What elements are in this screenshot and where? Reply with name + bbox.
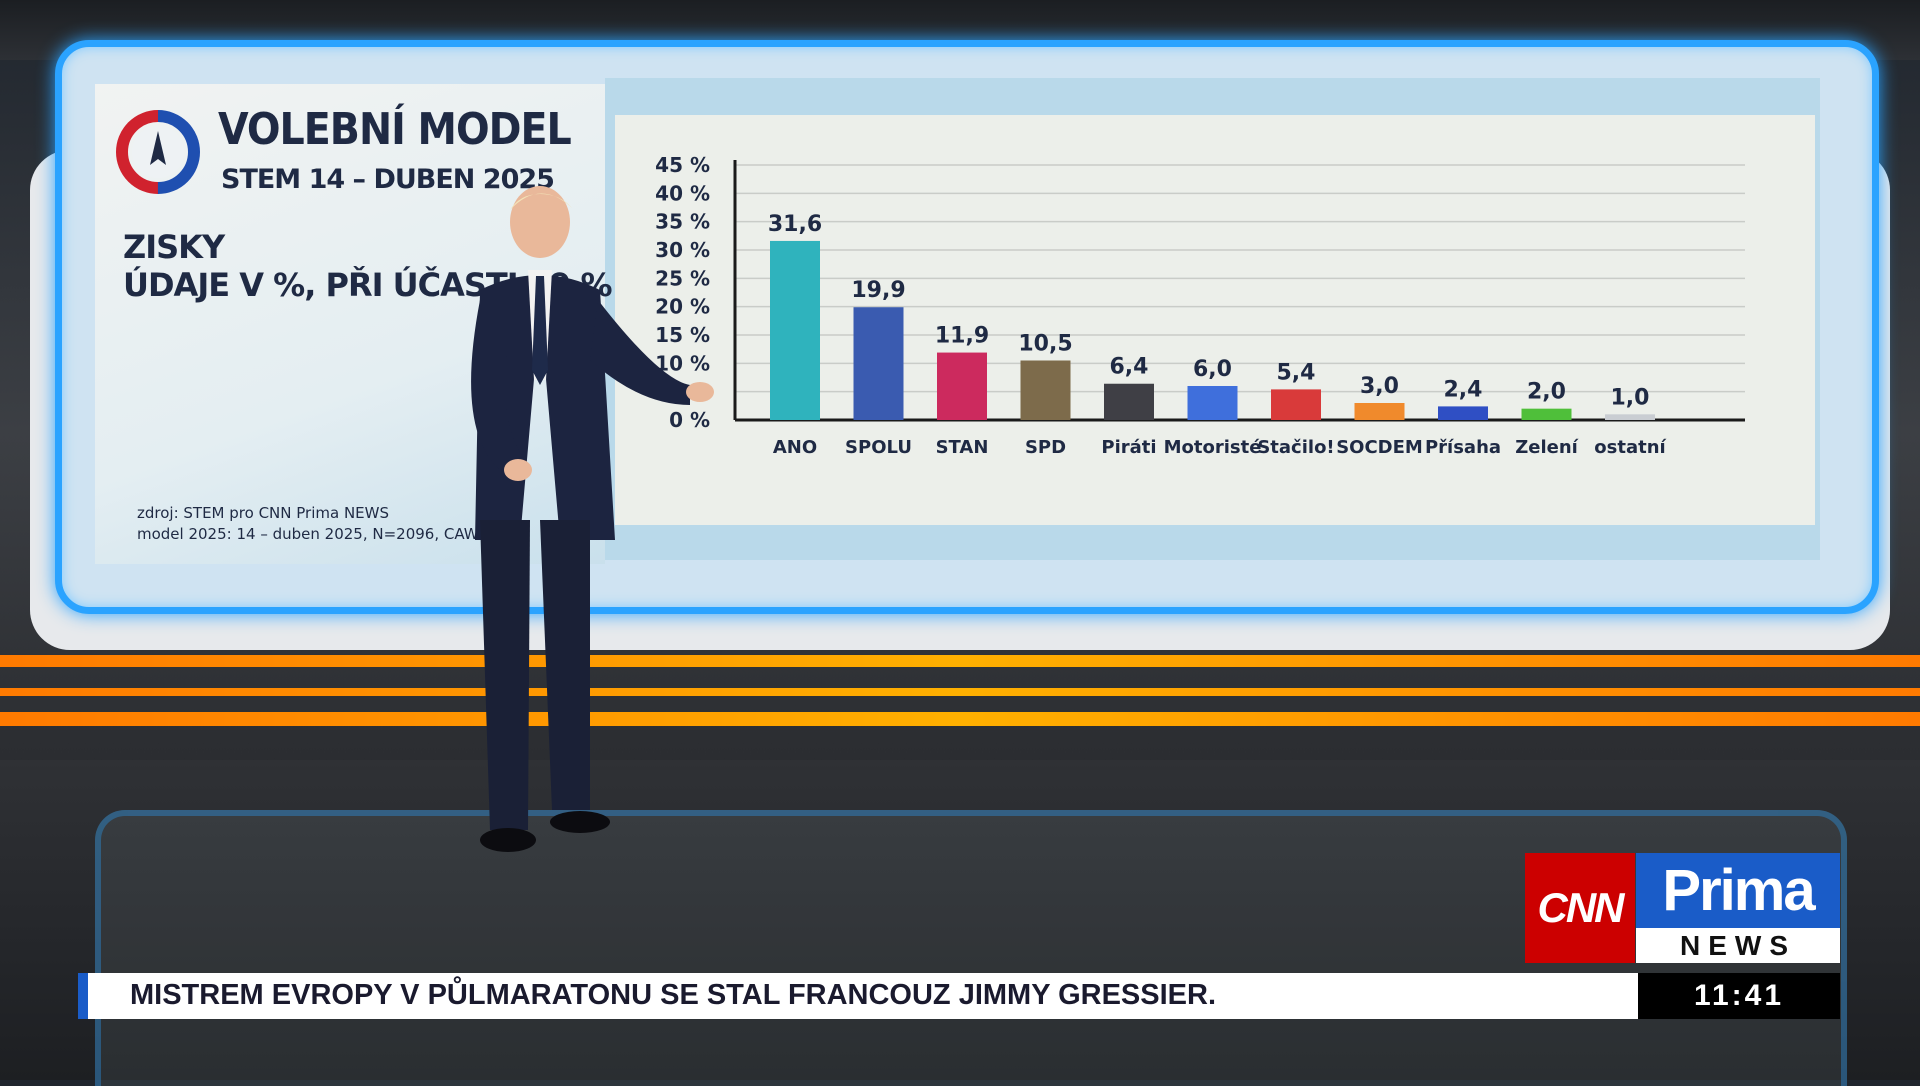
page-title: VOLEBNÍ MODEL	[218, 104, 572, 155]
orange-light-band	[0, 688, 1920, 696]
x-tick-label: SOCDEM	[1336, 437, 1423, 458]
data-label: 6,4	[1110, 355, 1149, 380]
election-model-logo-icon	[116, 110, 200, 194]
x-tick-label: SPOLU	[845, 437, 912, 458]
y-tick-label: 25 %	[655, 266, 710, 290]
bar	[1271, 389, 1321, 420]
orange-light-band	[0, 655, 1920, 667]
orange-light-band	[0, 712, 1920, 726]
prima-logo: Prima	[1636, 853, 1840, 928]
bar-chart: 45 %40 %35 %30 %25 %20 %15 %10 %5 %0 %31…	[655, 153, 1745, 458]
news-logo: NEWS	[1636, 928, 1840, 963]
x-tick-label: SPD	[1025, 437, 1066, 458]
data-label: 19,9	[851, 278, 905, 303]
ticker-headline: MISTREM EVROPY V PŮLMARATONU SE STAL FRA…	[130, 979, 1216, 1011]
y-tick-label: 0 %	[669, 408, 710, 432]
x-tick-label: Piráti	[1101, 437, 1156, 458]
bar	[770, 240, 820, 420]
x-tick-label: Motoristé	[1164, 437, 1262, 458]
clock: 11:41	[1638, 973, 1840, 1019]
bar	[853, 307, 904, 420]
y-tick-label: 35 %	[655, 210, 710, 234]
data-label: 5,4	[1277, 360, 1316, 385]
data-label: 1,0	[1611, 385, 1650, 410]
presenter-figure	[471, 186, 714, 852]
x-tick-label: ostatní	[1594, 437, 1666, 458]
news-ticker: MISTREM EVROPY V PŮLMARATONU SE STAL FRA…	[78, 973, 1638, 1019]
chart-heading: ZISKY	[123, 228, 225, 266]
bar	[1020, 360, 1071, 420]
x-tick-label: STAN	[936, 437, 989, 458]
data-label: 2,4	[1444, 377, 1483, 402]
data-label: 31,6	[768, 212, 822, 237]
y-tick-label: 30 %	[655, 238, 710, 262]
x-tick-label: ANO	[773, 437, 817, 458]
y-tick-label: 45 %	[655, 153, 710, 177]
data-label: 6,0	[1193, 357, 1232, 382]
bar	[937, 352, 987, 420]
data-label: 10,5	[1018, 332, 1072, 357]
source-note: zdroj: STEM pro CNN Prima NEWS	[137, 504, 389, 522]
y-tick-label: 40 %	[655, 181, 710, 205]
y-tick-label: 10 %	[655, 351, 710, 375]
page-subtitle: STEM 14 – DUBEN 2025	[221, 164, 555, 195]
bar	[1521, 408, 1572, 420]
y-tick-label: 15 %	[655, 323, 710, 347]
data-label: 11,9	[935, 324, 989, 349]
data-label: 3,0	[1360, 374, 1399, 399]
bar	[1354, 403, 1405, 420]
cnn-logo: CNN	[1525, 853, 1635, 963]
y-tick-label: 20 %	[655, 295, 710, 319]
x-tick-label: Stačilo!	[1257, 437, 1334, 458]
data-label: 2,0	[1527, 380, 1566, 405]
bar	[1605, 414, 1655, 420]
bar	[1104, 383, 1154, 420]
x-tick-label: Přísaha	[1425, 437, 1501, 458]
bar	[1187, 386, 1238, 420]
bar	[1438, 406, 1488, 420]
x-tick-label: Zelení	[1515, 437, 1578, 458]
model-note: model 2025: 14 – duben 2025, N=2096, CAW…	[137, 525, 484, 543]
